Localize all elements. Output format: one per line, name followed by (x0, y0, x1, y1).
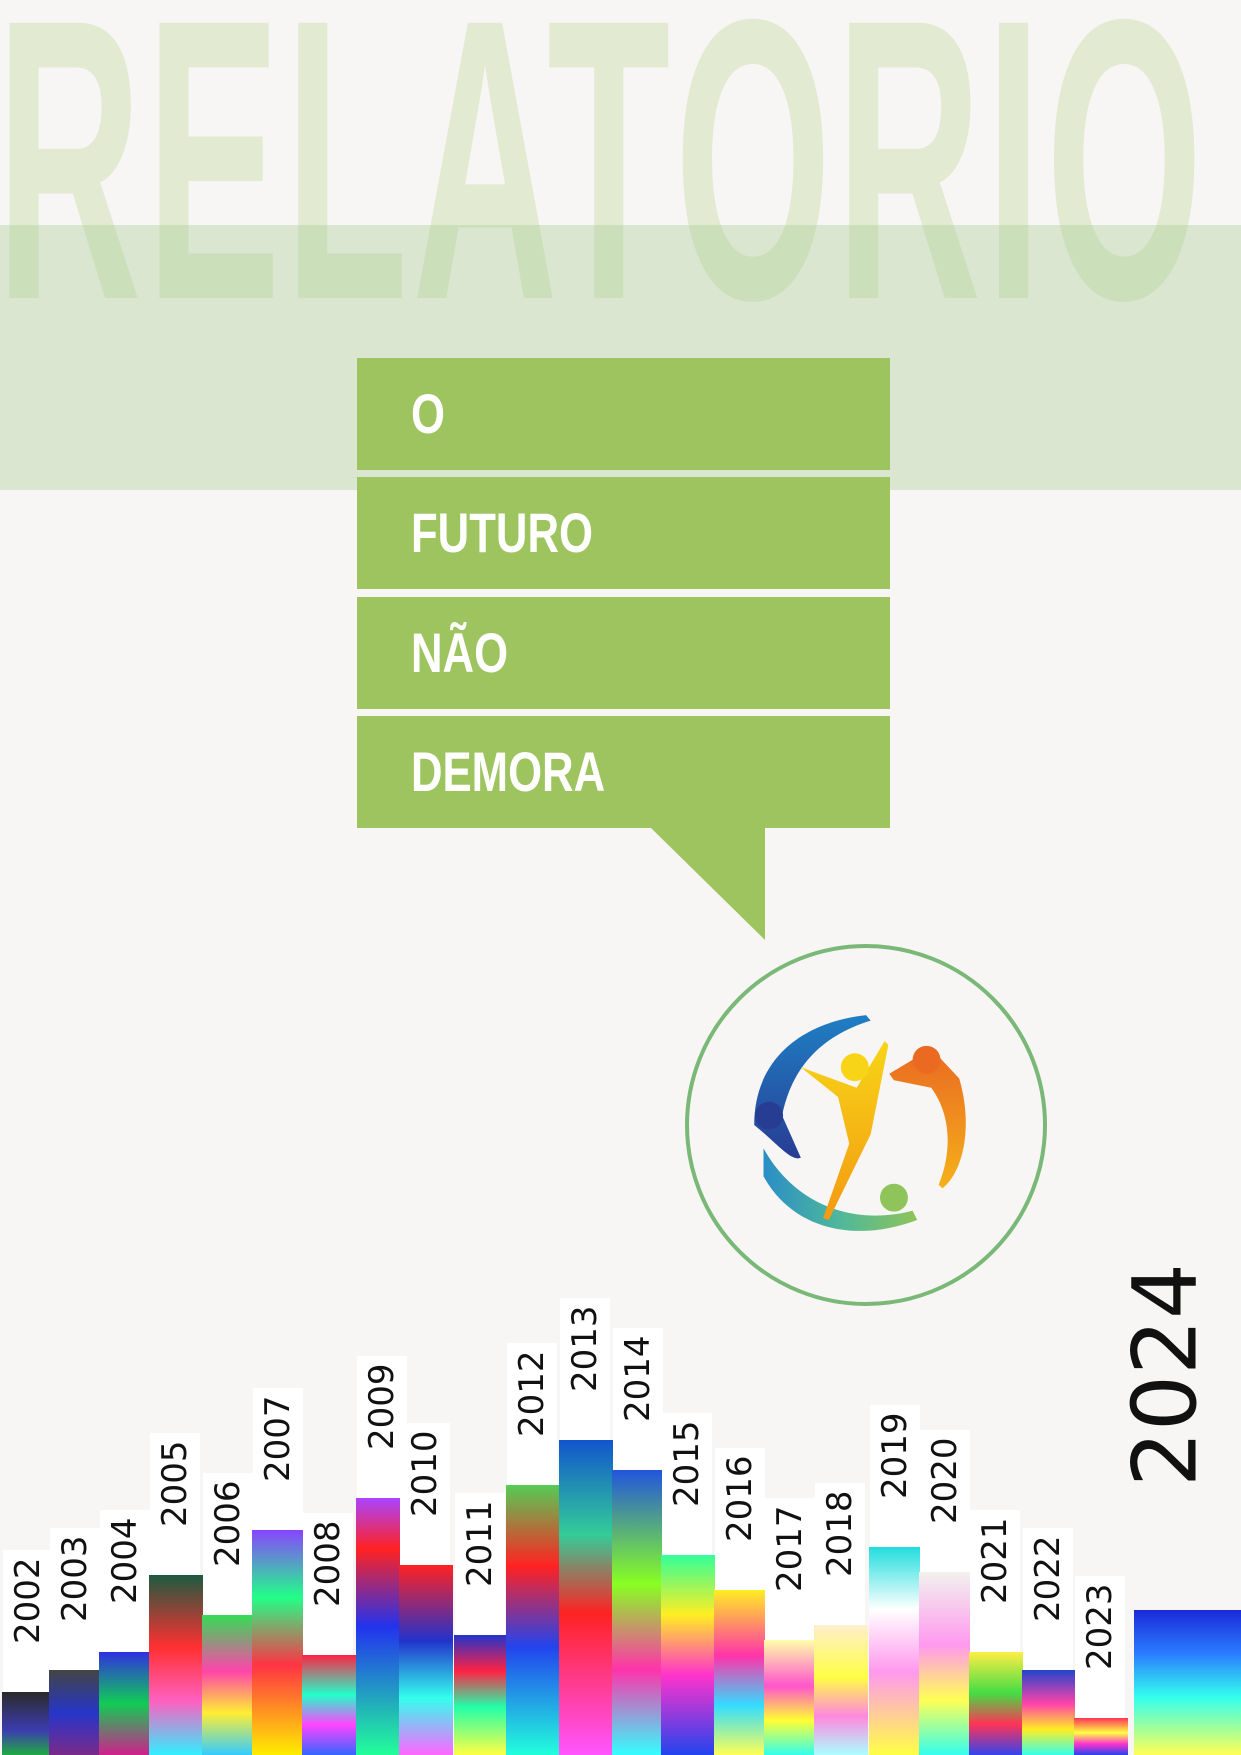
year-label-2017: 2017 (765, 1498, 815, 1640)
year-label-2005: 2005 (150, 1433, 200, 1575)
year-label-2018: 2018 (815, 1483, 865, 1625)
year-image-block (969, 1652, 1023, 1755)
logo (685, 944, 1047, 1306)
year-image-block (454, 1635, 508, 1755)
headline-box-4: DEMORA (357, 716, 890, 828)
year-text: 2006 (208, 1480, 248, 1567)
headline-line: DEMORA (411, 740, 606, 803)
year-label-2010: 2010 (400, 1423, 450, 1565)
year-image-block (252, 1530, 306, 1755)
year-image-block (2, 1692, 56, 1755)
headline-box-2: FUTURO (357, 477, 890, 589)
year-label-2009: 2009 (357, 1356, 407, 1498)
year-text: 2004 (105, 1517, 145, 1604)
year-label-2012: 2012 (507, 1343, 557, 1485)
year-text: 2022 (1028, 1535, 1068, 1622)
current-year-text: 2024 (1113, 1263, 1217, 1487)
year-label-2006: 2006 (203, 1473, 253, 1615)
current-year: 2024 (1114, 1263, 1217, 1590)
year-label-2021: 2021 (970, 1510, 1020, 1652)
year-label-2019: 2019 (870, 1405, 920, 1547)
year-image-block (814, 1625, 868, 1755)
year-text: 2019 (875, 1412, 915, 1499)
headline-line: NÃO (411, 621, 509, 684)
year-image-block (612, 1470, 666, 1755)
headline-line: O (411, 382, 445, 445)
year-text: 2010 (405, 1430, 445, 1517)
year-image-block (49, 1670, 103, 1755)
year-image-block (1134, 1610, 1241, 1755)
year-text: 2021 (975, 1517, 1015, 1604)
year-label-2016: 2016 (715, 1448, 765, 1590)
year-text: 2007 (258, 1395, 298, 1482)
year-image-block (149, 1575, 203, 1755)
year-text: 2002 (8, 1557, 48, 1644)
background-title: RELATÓRIO (0, 0, 1241, 360)
year-label-2002: 2002 (3, 1550, 53, 1692)
year-label-2022: 2022 (1023, 1528, 1073, 1670)
year-text: 2008 (308, 1520, 348, 1607)
year-image-block (1074, 1718, 1128, 1755)
year-text: 2003 (55, 1535, 95, 1622)
year-label-2015: 2015 (662, 1413, 712, 1555)
year-image-block (302, 1655, 356, 1755)
background-title-text: RELATÓRIO (0, 0, 1207, 360)
year-label-2023: 2023 (1075, 1576, 1125, 1718)
year-text: 2020 (925, 1437, 965, 1524)
people-circle-logo-icon (754, 1015, 966, 1231)
year-image-block (99, 1652, 153, 1755)
year-text: 2014 (618, 1335, 658, 1422)
speech-bubble-tail (650, 827, 765, 940)
year-image-block (661, 1555, 715, 1755)
year-text: 2011 (460, 1500, 500, 1587)
year-image-block (764, 1640, 818, 1755)
year-text: 2009 (362, 1363, 402, 1450)
year-image-block (506, 1485, 560, 1755)
headline-line: FUTURO (411, 501, 593, 564)
year-image-block (869, 1547, 923, 1755)
year-label-2003: 2003 (50, 1528, 100, 1670)
year-label-2013: 2013 (560, 1298, 610, 1440)
headline-box-3: NÃO (357, 597, 890, 709)
year-text: 2012 (512, 1350, 552, 1437)
year-label-2020: 2020 (920, 1430, 970, 1572)
year-label-2008: 2008 (303, 1513, 353, 1655)
headline-box-1: O (357, 358, 890, 470)
year-image-block (714, 1590, 768, 1755)
year-image-block (399, 1565, 453, 1755)
year-image-block (202, 1615, 256, 1755)
year-image-block (919, 1572, 973, 1755)
year-image-block (1022, 1670, 1076, 1755)
year-text: 2005 (155, 1440, 195, 1527)
year-text: 2017 (770, 1505, 810, 1592)
year-text: 2018 (820, 1490, 860, 1577)
year-image-block (559, 1440, 613, 1755)
year-text: 2015 (667, 1420, 707, 1507)
year-text: 2013 (565, 1305, 605, 1392)
year-label-2014: 2014 (613, 1328, 663, 1470)
year-label-2004: 2004 (100, 1510, 150, 1652)
year-label-2011: 2011 (455, 1493, 505, 1635)
year-text: 2023 (1080, 1583, 1120, 1670)
year-text: 2016 (720, 1455, 760, 1542)
year-label-2007: 2007 (253, 1388, 303, 1530)
